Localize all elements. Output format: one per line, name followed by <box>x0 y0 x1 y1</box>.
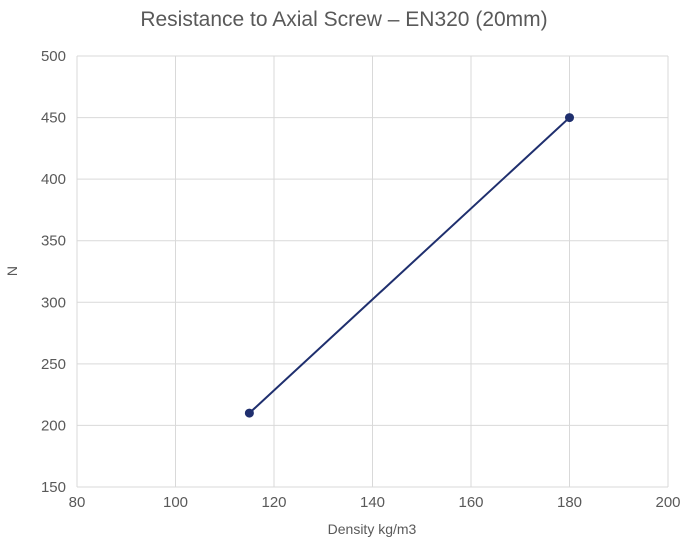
y-axis-ticks: 150 200 250 300 350 400 450 500 <box>41 48 66 496</box>
x-tick-label: 120 <box>261 494 286 511</box>
x-axis-ticks: 80 100 120 140 160 180 200 <box>69 494 681 511</box>
series <box>244 113 574 418</box>
y-tick-label: 250 <box>41 356 66 373</box>
y-tick-label: 500 <box>41 48 66 65</box>
y-tick-label: 150 <box>41 479 66 496</box>
x-tick-label: 140 <box>360 494 385 511</box>
series-line <box>248 116 571 414</box>
y-axis-title: N <box>4 266 20 276</box>
y-tick-label: 450 <box>41 110 66 127</box>
y-tick-label: 350 <box>41 233 66 250</box>
y-tick-label: 400 <box>41 171 66 188</box>
x-tick-label: 180 <box>557 494 582 511</box>
gridlines <box>76 55 669 488</box>
y-tick-label: 200 <box>41 417 66 434</box>
chart-title: Resistance to Axial Screw – EN320 (20mm) <box>140 8 548 31</box>
x-tick-label: 160 <box>458 494 483 511</box>
y-tick-label: 300 <box>41 294 66 311</box>
x-tick-label: 100 <box>163 494 188 511</box>
x-axis-title: Density kg/m3 <box>328 521 417 537</box>
data-point <box>244 408 254 418</box>
x-tick-label: 200 <box>655 494 680 511</box>
x-tick-label: 80 <box>69 494 86 511</box>
data-point <box>565 113 574 123</box>
